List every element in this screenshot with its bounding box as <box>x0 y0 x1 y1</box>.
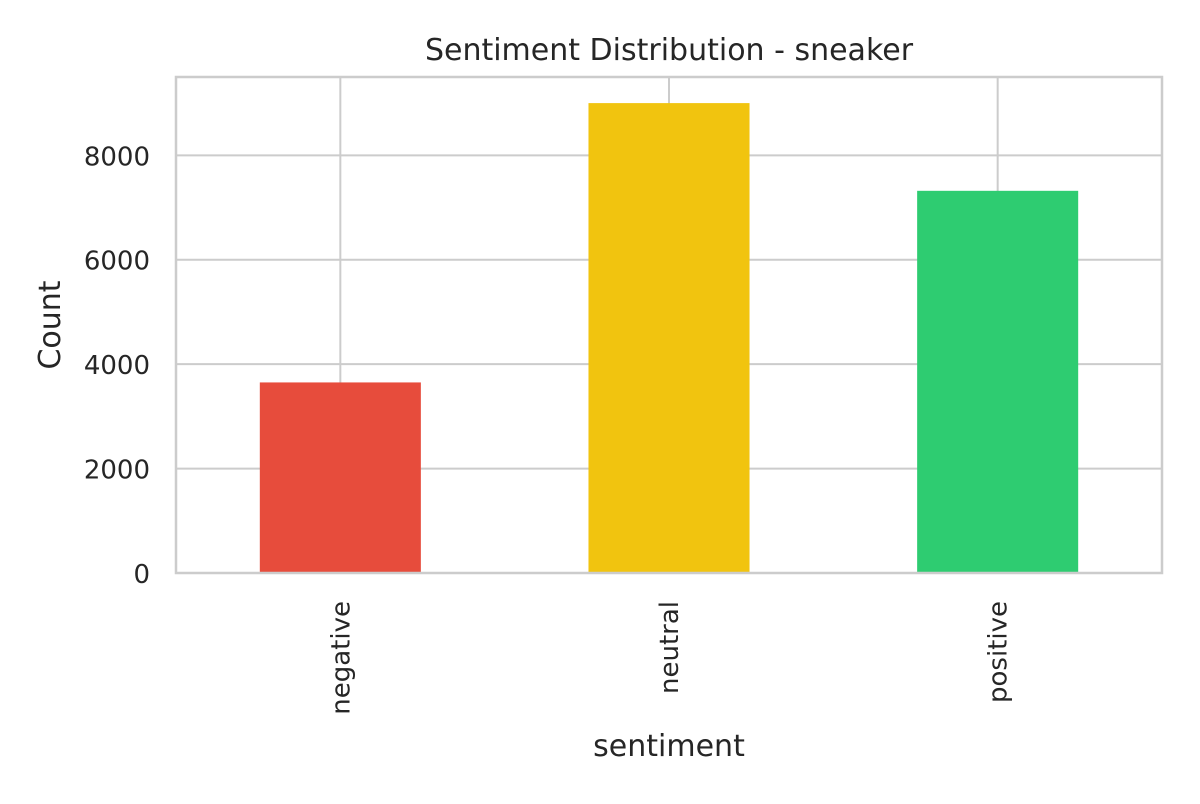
y-tick-labels: 0 2000 4000 6000 8000 <box>84 142 150 590</box>
x-axis-label: sentiment <box>593 729 745 764</box>
bar-positive <box>917 190 1079 573</box>
bar-layer <box>259 103 1079 574</box>
x-tick-labels: negative neutral positive <box>326 601 1013 715</box>
y-tick-label: 6000 <box>84 247 150 277</box>
y-tick-label: 2000 <box>84 456 150 486</box>
bar-neutral <box>588 103 750 574</box>
y-tick-label: 4000 <box>84 351 150 381</box>
x-tick-label: negative <box>326 601 356 715</box>
chart-title: Sentiment Distribution - sneaker <box>425 33 914 68</box>
y-axis-label: Count <box>33 280 68 369</box>
bar-negative <box>259 382 421 573</box>
x-tick-label: neutral <box>655 601 685 694</box>
x-tick-label: positive <box>984 601 1014 703</box>
plot-frame <box>174 75 1164 575</box>
y-tick-label: 0 <box>133 560 150 590</box>
y-tick-label: 8000 <box>84 142 150 172</box>
